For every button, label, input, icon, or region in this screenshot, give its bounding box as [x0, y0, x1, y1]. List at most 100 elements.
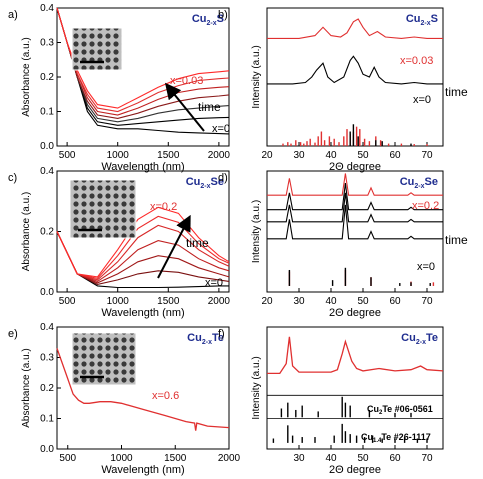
- material-subscript: 2-x: [421, 20, 431, 27]
- xrd-pattern: [267, 336, 444, 375]
- annotation: x=0.2: [150, 201, 177, 213]
- plot-frame: [266, 170, 444, 293]
- y-tick-label: 0.1: [40, 107, 54, 118]
- annotation: x=0.03: [170, 75, 203, 87]
- material-base: Cu: [186, 176, 201, 188]
- x-tick-label: 30: [293, 453, 305, 464]
- y-tick-label: 0.1: [40, 414, 54, 425]
- y-axis-label: Intensity (a.u.): [251, 356, 262, 419]
- panel-letter: d): [218, 172, 228, 184]
- xrd-pattern: [267, 204, 443, 240]
- panel-letter: a): [8, 9, 18, 21]
- panel-letter: c): [8, 172, 17, 184]
- absorbance-curve: [56, 7, 230, 135]
- panel-letter: b): [218, 9, 228, 21]
- x-tick-label: 500: [59, 150, 76, 161]
- x-tick-label: 30: [293, 296, 305, 307]
- xrd-pattern: [267, 192, 443, 223]
- x-tick-label: 500: [59, 453, 76, 464]
- ref-suffix: Te #06-0561: [382, 404, 432, 414]
- absorbance-curve: [56, 231, 229, 289]
- absorbance-curve: [56, 7, 230, 119]
- xrd-pattern: [267, 18, 443, 39]
- panel-4: e) 500 1000 1500 2000 Wavelength (nm) Absorban…: [8, 322, 241, 476]
- panel-1: b) 20 30 40 50 60 70 2Θ degree Intensity (a.u.) C…: [218, 7, 468, 173]
- material-suffix: Te: [426, 332, 438, 344]
- material-label: Cu2-xTe: [401, 332, 438, 346]
- panel-letter: f): [218, 328, 225, 340]
- panel-0: a) 500 1000 1500 2000 Wavelength (nm) Absorban…: [8, 3, 230, 173]
- x-tick-label: 2000: [218, 453, 241, 464]
- material-label: Cu2-xSe: [400, 176, 438, 190]
- panel-2: c) 500 1000 1500 2000 Wavelength (nm) Absorban…: [8, 166, 230, 319]
- x-tick-label: 20: [261, 296, 273, 307]
- panel-letter: e): [8, 328, 18, 340]
- xrd-pattern: [267, 183, 443, 211]
- x-tick-label: 70: [421, 150, 433, 161]
- y-axis-label: Absorbance (a.u.): [21, 192, 32, 272]
- x-axis-label: Wavelength (nm): [101, 161, 184, 173]
- absorbance-curve: [56, 231, 230, 285]
- x-tick-label: 70: [421, 453, 433, 464]
- x-tick-label: 60: [389, 296, 401, 307]
- x-tick-label: 40: [325, 453, 337, 464]
- y-tick-label: 0.4: [40, 3, 54, 14]
- material-label: Cu2-xTe: [187, 332, 224, 346]
- reference-label-1: Cu2Te #06-0561: [367, 404, 433, 416]
- annotation: x=0: [212, 123, 230, 135]
- material-suffix: S: [217, 13, 224, 25]
- y-axis-label: Absorbance (a.u.): [21, 348, 32, 428]
- annotation: x=0: [417, 261, 435, 273]
- x-axis-label: Wavelength (nm): [101, 464, 184, 476]
- material-suffix: Se: [425, 176, 438, 188]
- x-tick-label: 500: [59, 296, 76, 307]
- x-tick-label: 1500: [157, 296, 180, 307]
- material-label: Cu2-xS: [192, 13, 224, 27]
- x-tick-label: 20: [261, 150, 273, 161]
- y-axis-label: Intensity (a.u.): [251, 200, 262, 263]
- annotation: x=0.2: [412, 200, 439, 212]
- y-tick-label: 0.3: [40, 353, 54, 364]
- x-tick-label: 2000: [208, 296, 231, 307]
- x-tick-label: 50: [357, 150, 369, 161]
- xrd-pattern: [267, 55, 443, 85]
- material-subscript: 2-x: [416, 339, 426, 346]
- material-subscript: 2-x: [200, 183, 210, 190]
- time-arrow: [164, 82, 205, 132]
- material-subscript: 2-x: [207, 20, 217, 27]
- y-tick-label: 0.2: [40, 383, 54, 394]
- annotation: x=0: [413, 94, 431, 106]
- x-axis-label: Wavelength (nm): [101, 307, 184, 319]
- time-arrow: [157, 214, 191, 279]
- x-tick-label: 40: [325, 150, 337, 161]
- x-axis-label: 2Θ degree: [329, 464, 381, 476]
- y-tick-label: 0.2: [40, 227, 54, 238]
- plot-frame: [266, 7, 444, 147]
- tem-inset-image: [71, 27, 123, 71]
- reference-label-2: Cu1.4Te #26-1117: [361, 432, 431, 444]
- y-tick-label: 0.4: [40, 166, 54, 177]
- material-label: Cu2-xSe: [186, 176, 224, 190]
- x-tick-label: 1000: [107, 150, 130, 161]
- annotation: time: [445, 233, 468, 247]
- y-axis-label: Absorbance (a.u.): [21, 37, 32, 117]
- y-tick-label: 0.0: [40, 141, 54, 152]
- material-suffix: S: [431, 13, 438, 25]
- x-tick-label: 60: [389, 453, 401, 464]
- x-tick-label: 70: [421, 296, 433, 307]
- material-subscript: 2-x: [202, 339, 212, 346]
- material-base: Cu: [192, 13, 207, 25]
- annotation: x=0.03: [400, 55, 433, 67]
- x-tick-label: 1000: [110, 453, 133, 464]
- annotation: time: [186, 236, 209, 250]
- absorbance-curve: [56, 348, 230, 431]
- material-base: Cu: [187, 332, 202, 344]
- xrd-pattern: [267, 173, 443, 196]
- material-base: Cu: [400, 176, 415, 188]
- y-axis-label: Intensity (a.u.): [251, 45, 262, 108]
- y-tick-label: 0.2: [40, 72, 54, 83]
- x-tick-label: 1500: [157, 150, 180, 161]
- tem-inset-image: [69, 179, 137, 239]
